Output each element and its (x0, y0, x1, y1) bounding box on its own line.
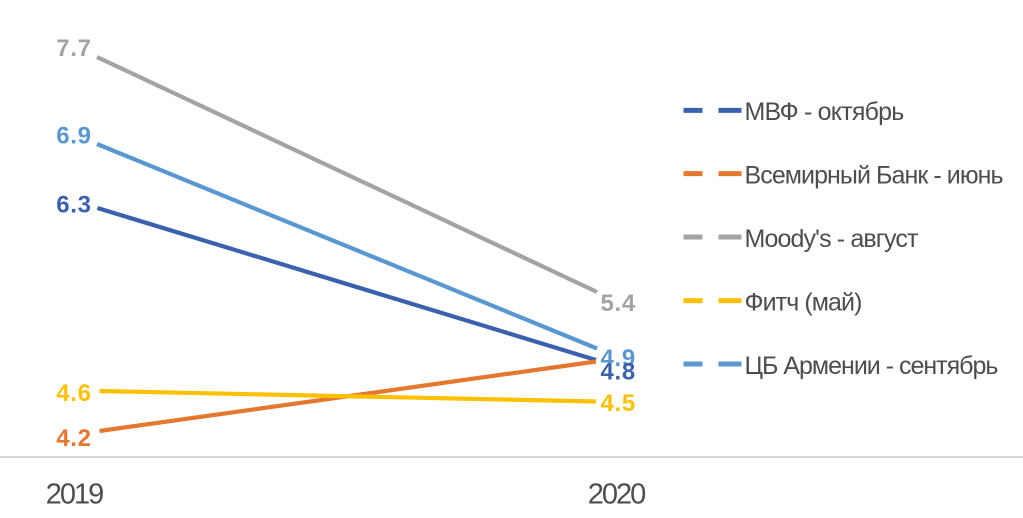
svg-text:4.6: 4.6 (56, 380, 91, 407)
svg-text:МВФ - октябрь: МВФ - октябрь (745, 98, 904, 126)
svg-text:7.7: 7.7 (56, 35, 91, 62)
svg-text:2019: 2019 (46, 479, 103, 511)
svg-text:4.8: 4.8 (601, 359, 636, 386)
svg-text:4.5: 4.5 (601, 390, 636, 417)
svg-text:Всемирный Банк - июнь: Всемирный Банк - июнь (745, 162, 1003, 190)
svg-text:ЦБ Армении - сентябрь: ЦБ Армении - сентябрь (745, 352, 998, 380)
svg-text:4.2: 4.2 (56, 425, 91, 452)
svg-text:6.9: 6.9 (56, 123, 91, 150)
svg-text:4.9: 4.9 (601, 345, 636, 372)
svg-text:Фитч (май): Фитч (май) (745, 289, 862, 317)
svg-text:2020: 2020 (588, 479, 645, 511)
svg-text:5.4: 5.4 (601, 290, 636, 317)
svg-text:6.3: 6.3 (56, 192, 91, 219)
svg-text:Moody's - август: Moody's - август (745, 225, 919, 253)
